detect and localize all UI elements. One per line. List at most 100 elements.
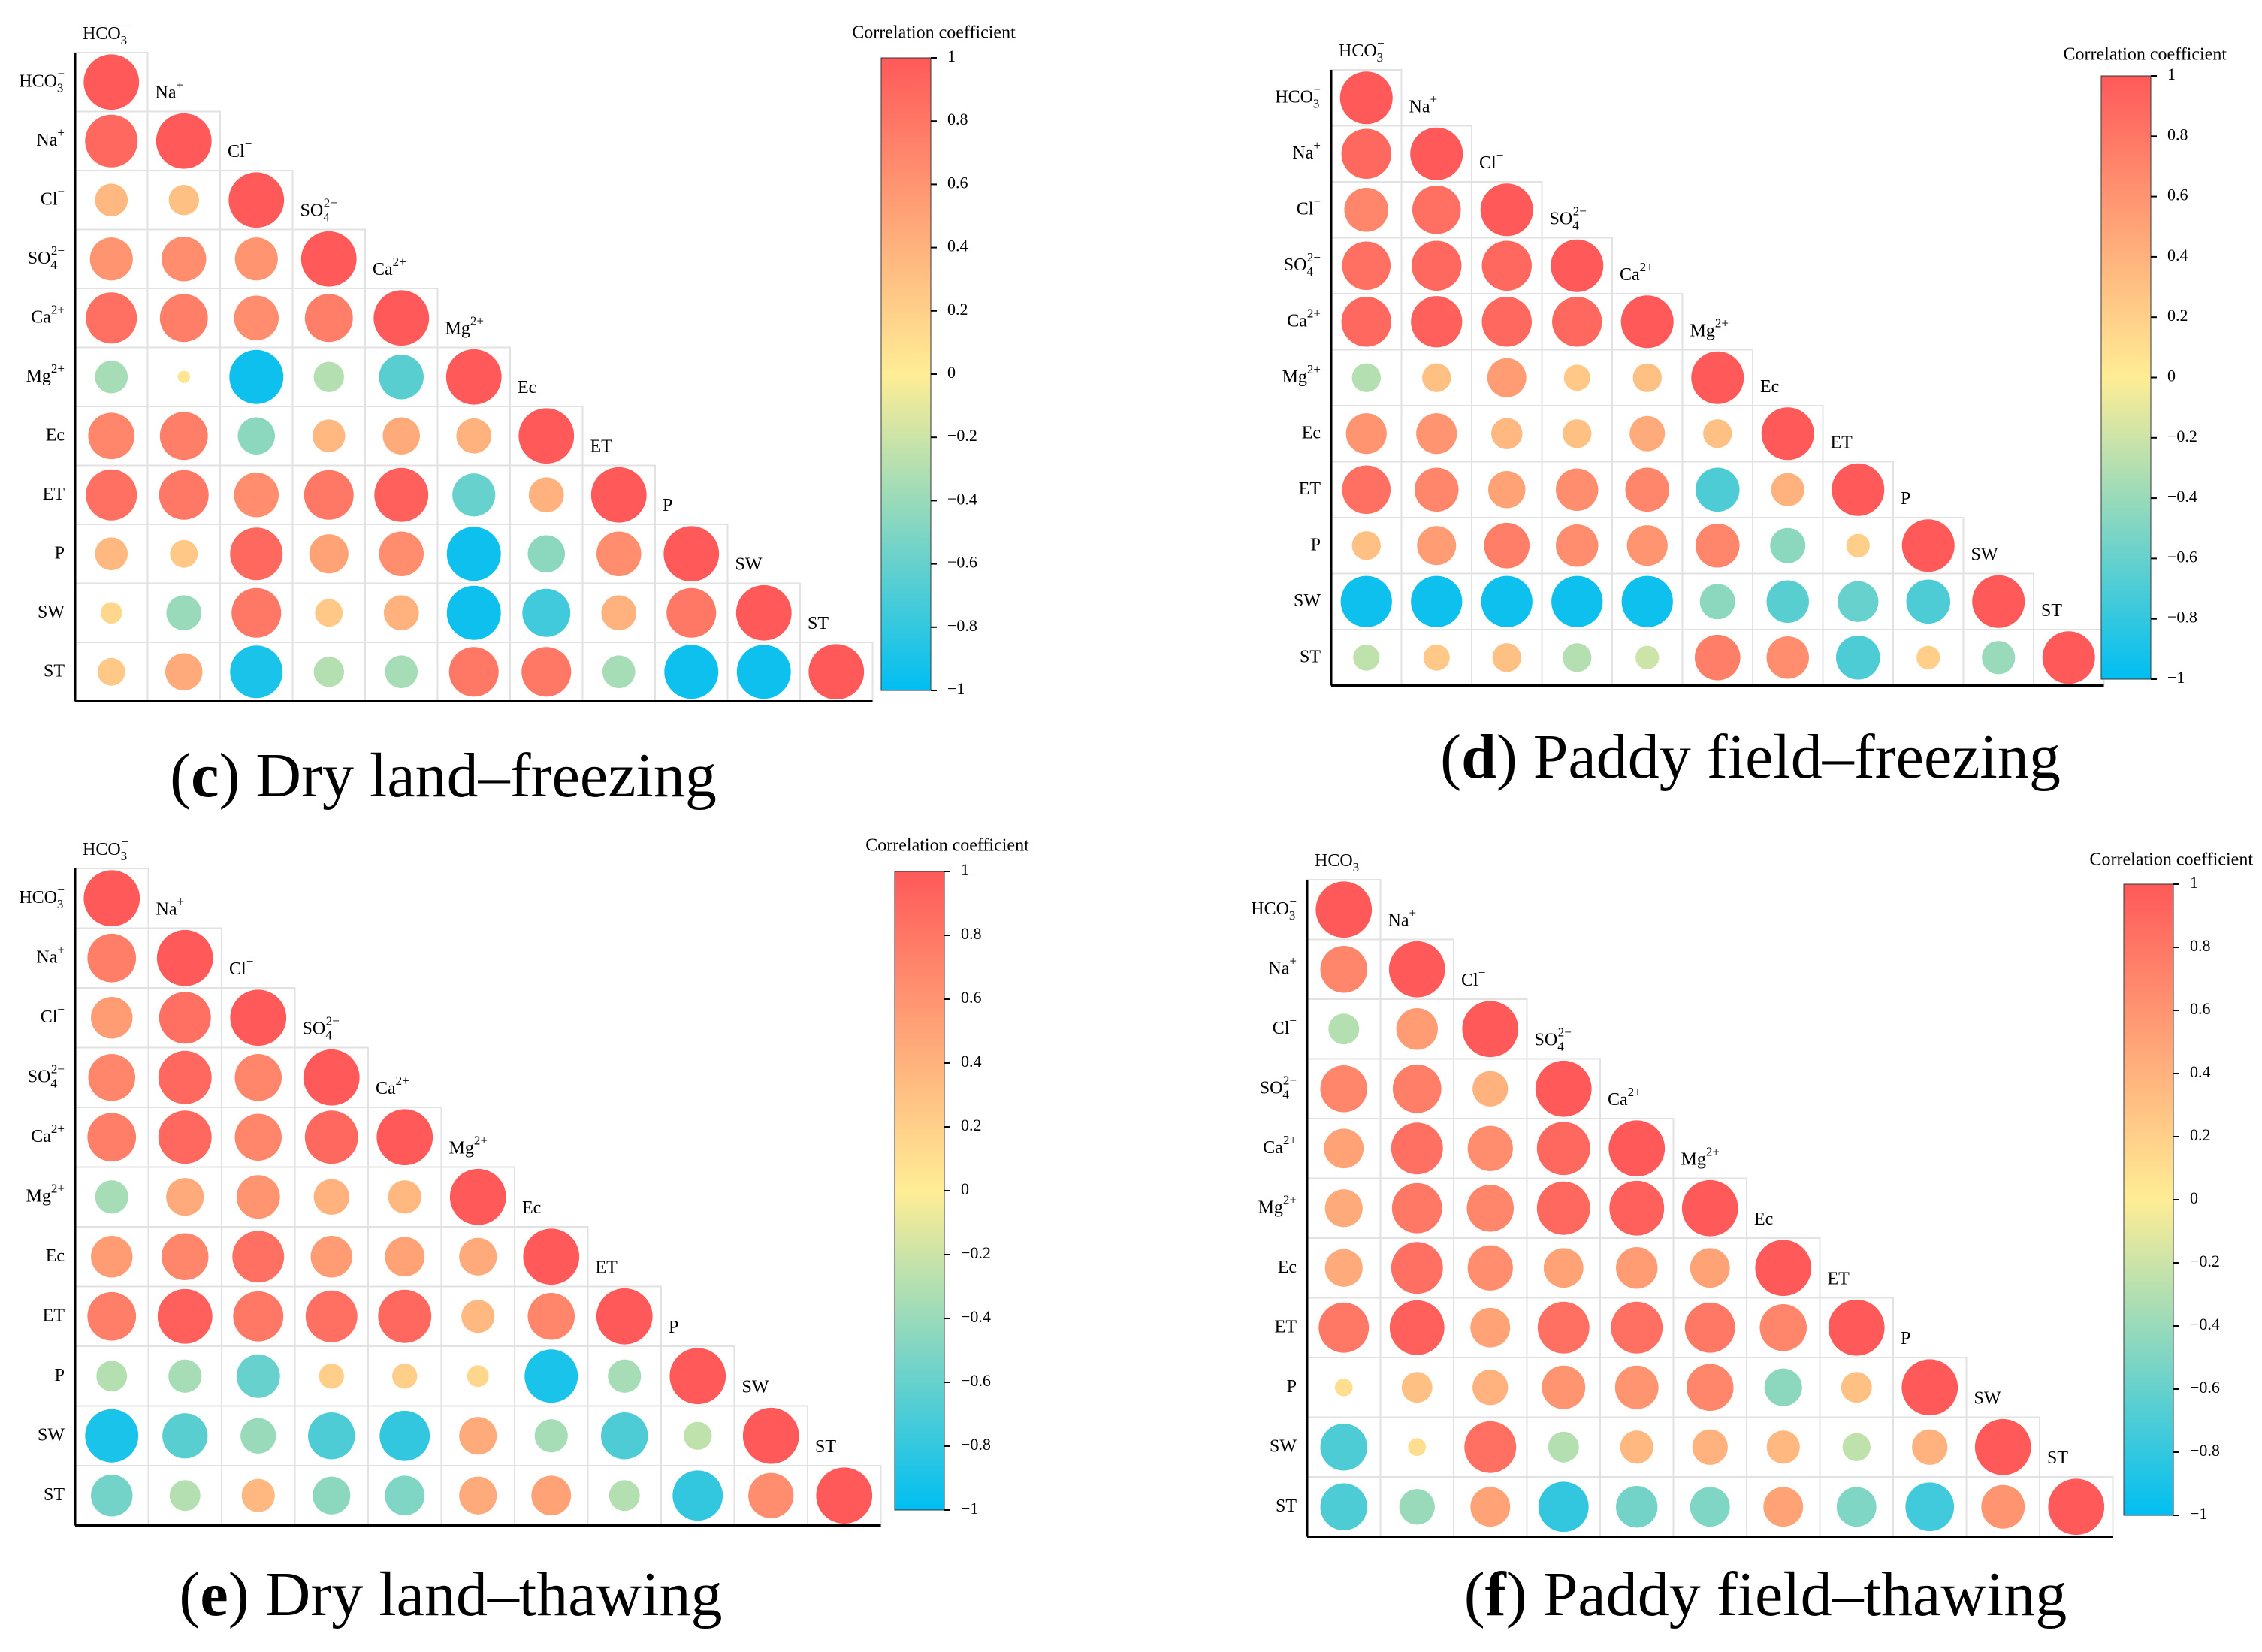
corr-circle-Na-Na: [156, 929, 213, 986]
corr-circle-ST-P: [664, 645, 719, 699]
corr-circle-ST-P: [1916, 645, 1940, 669]
corr-circle-SO4-Cl: [234, 237, 278, 281]
diag-label-Cl: Cl−: [229, 954, 253, 978]
row-label-HCO3: HCO3−: [1251, 894, 1297, 923]
diag-label-ET: ET: [596, 1258, 618, 1277]
colorbar: [880, 57, 932, 691]
diag-label-Ec: Ec: [1754, 1210, 1773, 1229]
corr-circle-Ca-Ca: [1620, 295, 1674, 349]
corr-circle-ET-SO4: [304, 470, 354, 520]
corr-circle-Ec-HCO3: [91, 1236, 133, 1278]
corr-circle-P-Cl: [1484, 522, 1530, 569]
corr-circle-SO4-Na: [1412, 240, 1462, 291]
diag-label-Na: Na+: [1409, 92, 1438, 116]
row-label-Ca: Ca2+: [1263, 1133, 1297, 1157]
colorbar-tick-label: −0.8: [961, 1435, 991, 1454]
corr-circle-Mg-SO4: [1563, 364, 1590, 391]
corr-circle-ST-ST: [808, 644, 865, 700]
colorbar-tick-label: 0.6: [947, 173, 968, 192]
colorbar-tick-label: −0.4: [947, 489, 977, 508]
diag-label-Ec: Ec: [522, 1198, 541, 1218]
corr-circle-SW-SW: [1972, 575, 2025, 628]
corr-circle-ST-SW: [1982, 641, 2016, 675]
colorbar-tick-label: −0.8: [2167, 608, 2197, 627]
corr-circle-Cl-Cl: [1480, 183, 1533, 237]
corr-circle-Na-HCO3: [87, 933, 137, 983]
row-label-Na: Na+: [1268, 954, 1297, 978]
corr-circle-Cl-HCO3: [1344, 187, 1389, 232]
corr-circle-SO4-SO4: [1535, 1060, 1592, 1117]
colorbar-tick-label: 1: [2167, 65, 2176, 83]
corr-circle-SO4-SO4: [1551, 239, 1604, 292]
corr-circle-Ec-Ca: [385, 1237, 425, 1277]
corr-circle-ST-Ec: [1763, 1487, 1804, 1527]
corr-circle-SO4-Cl: [234, 1053, 282, 1101]
diag-label-Mg: Mg2+: [445, 314, 484, 338]
corr-circle-ST-Na: [165, 653, 203, 690]
corr-circle-ST-SO4: [1538, 1481, 1589, 1533]
corr-circle-Ec-Ec: [1761, 407, 1814, 461]
corr-circle-P-ET: [1846, 533, 1870, 557]
corr-circle-ST-Ca: [385, 655, 418, 689]
corr-circle-Na-HCO3: [85, 114, 138, 168]
corr-circle-ET-Ca: [378, 1289, 432, 1343]
row-label-SW: SW: [38, 1425, 65, 1445]
corr-circle-SW-Mg: [1699, 584, 1735, 620]
corr-circle-ST-ST: [2048, 1478, 2105, 1536]
row-label-SO4: SO42−: [1260, 1074, 1297, 1102]
corr-circle-Ca-Cl: [234, 1113, 282, 1161]
corr-circle-P-Cl: [1472, 1370, 1509, 1406]
corr-circle-ST-Na: [169, 1480, 201, 1512]
corr-circle-Ca-SO4: [304, 1110, 358, 1164]
corr-circle-Cl-HCO3: [91, 997, 133, 1039]
colorbar-tick-label: −0.6: [2190, 1378, 2220, 1397]
diag-label-P: P: [1901, 489, 1910, 509]
corr-circle-ET-Mg: [452, 473, 496, 517]
corr-circle-Ec-SO4: [1543, 1248, 1584, 1288]
row-label-Cl: Cl−: [1273, 1013, 1297, 1037]
colorbar-tick-label: −0.4: [2167, 487, 2197, 506]
corr-circle-SW-SO4: [315, 599, 343, 627]
corr-circle-Ca-Ca: [373, 290, 430, 346]
corr-circle-P-Mg: [1695, 523, 1740, 568]
panel-f: HCO3− HCO3− Na+ Na+ Cl− Cl− SO42− SO42− Ca2+ Ca2+…: [1251, 846, 2253, 1629]
corr-circle-SO4-HCO3: [1342, 241, 1391, 291]
corr-circle-Ec-Ca: [1629, 415, 1666, 452]
row-label-Cl: Cl−: [41, 1002, 65, 1026]
corr-circle-SW-HCO3: [1320, 1423, 1368, 1471]
corr-circle-ET-Ca: [1625, 467, 1670, 512]
row-label-Mg: Mg2+: [1282, 362, 1321, 386]
row-label-P: P: [1287, 1376, 1297, 1396]
corr-circle-ST-ST: [2042, 631, 2095, 684]
colorbar-tick-label: 0.4: [961, 1052, 982, 1071]
corr-circle-Ca-Ca: [1608, 1120, 1666, 1177]
colorbar-title: Correlation coefficient: [2090, 850, 2254, 870]
corr-circle-SO4-SO4: [303, 1049, 360, 1106]
corr-circle-Mg-Ca: [1632, 363, 1662, 392]
corr-circle-Cl-HCO3: [1328, 1013, 1360, 1045]
corr-circle-ST-Ca: [1616, 1486, 1658, 1528]
colorbar: [2100, 75, 2152, 680]
diag-label-Cl: Cl−: [1479, 148, 1503, 172]
diag-label-Na: Na+: [156, 895, 185, 919]
panel-d: HCO3− HCO3− Na+ Na+ Cl− Cl− SO42− SO42− Ca2+ Ca2+…: [1275, 36, 2227, 792]
diag-label-ST: ST: [808, 614, 829, 633]
corr-circle-ST-Cl: [1470, 1487, 1511, 1527]
corr-circle-P-SO4: [309, 534, 349, 574]
diag-label-SW: SW: [742, 1377, 769, 1397]
colorbar-tick-label: −1: [961, 1499, 978, 1518]
corr-circle-ET-ET: [1832, 463, 1885, 516]
corr-circle-SW-P: [1912, 1429, 1948, 1465]
colorbar-tick-label: −1: [2167, 668, 2185, 687]
corr-circle-Ec-Cl: [1491, 418, 1523, 449]
corr-circle-Ec-Ca: [1616, 1247, 1658, 1289]
corr-circle-P-P: [1901, 519, 1955, 572]
corr-circle-ST-ET: [602, 655, 636, 689]
corr-circle-ET-Cl: [234, 473, 279, 518]
row-label-ST: ST: [1300, 647, 1321, 666]
diag-label-P: P: [1901, 1329, 1910, 1348]
corr-circle-Mg-HCO3: [1324, 1189, 1363, 1228]
corr-circle-SW-Mg: [1692, 1429, 1728, 1465]
corr-circle-ET-SO4: [305, 1290, 358, 1342]
corr-circle-Ec-Na: [161, 1233, 209, 1281]
